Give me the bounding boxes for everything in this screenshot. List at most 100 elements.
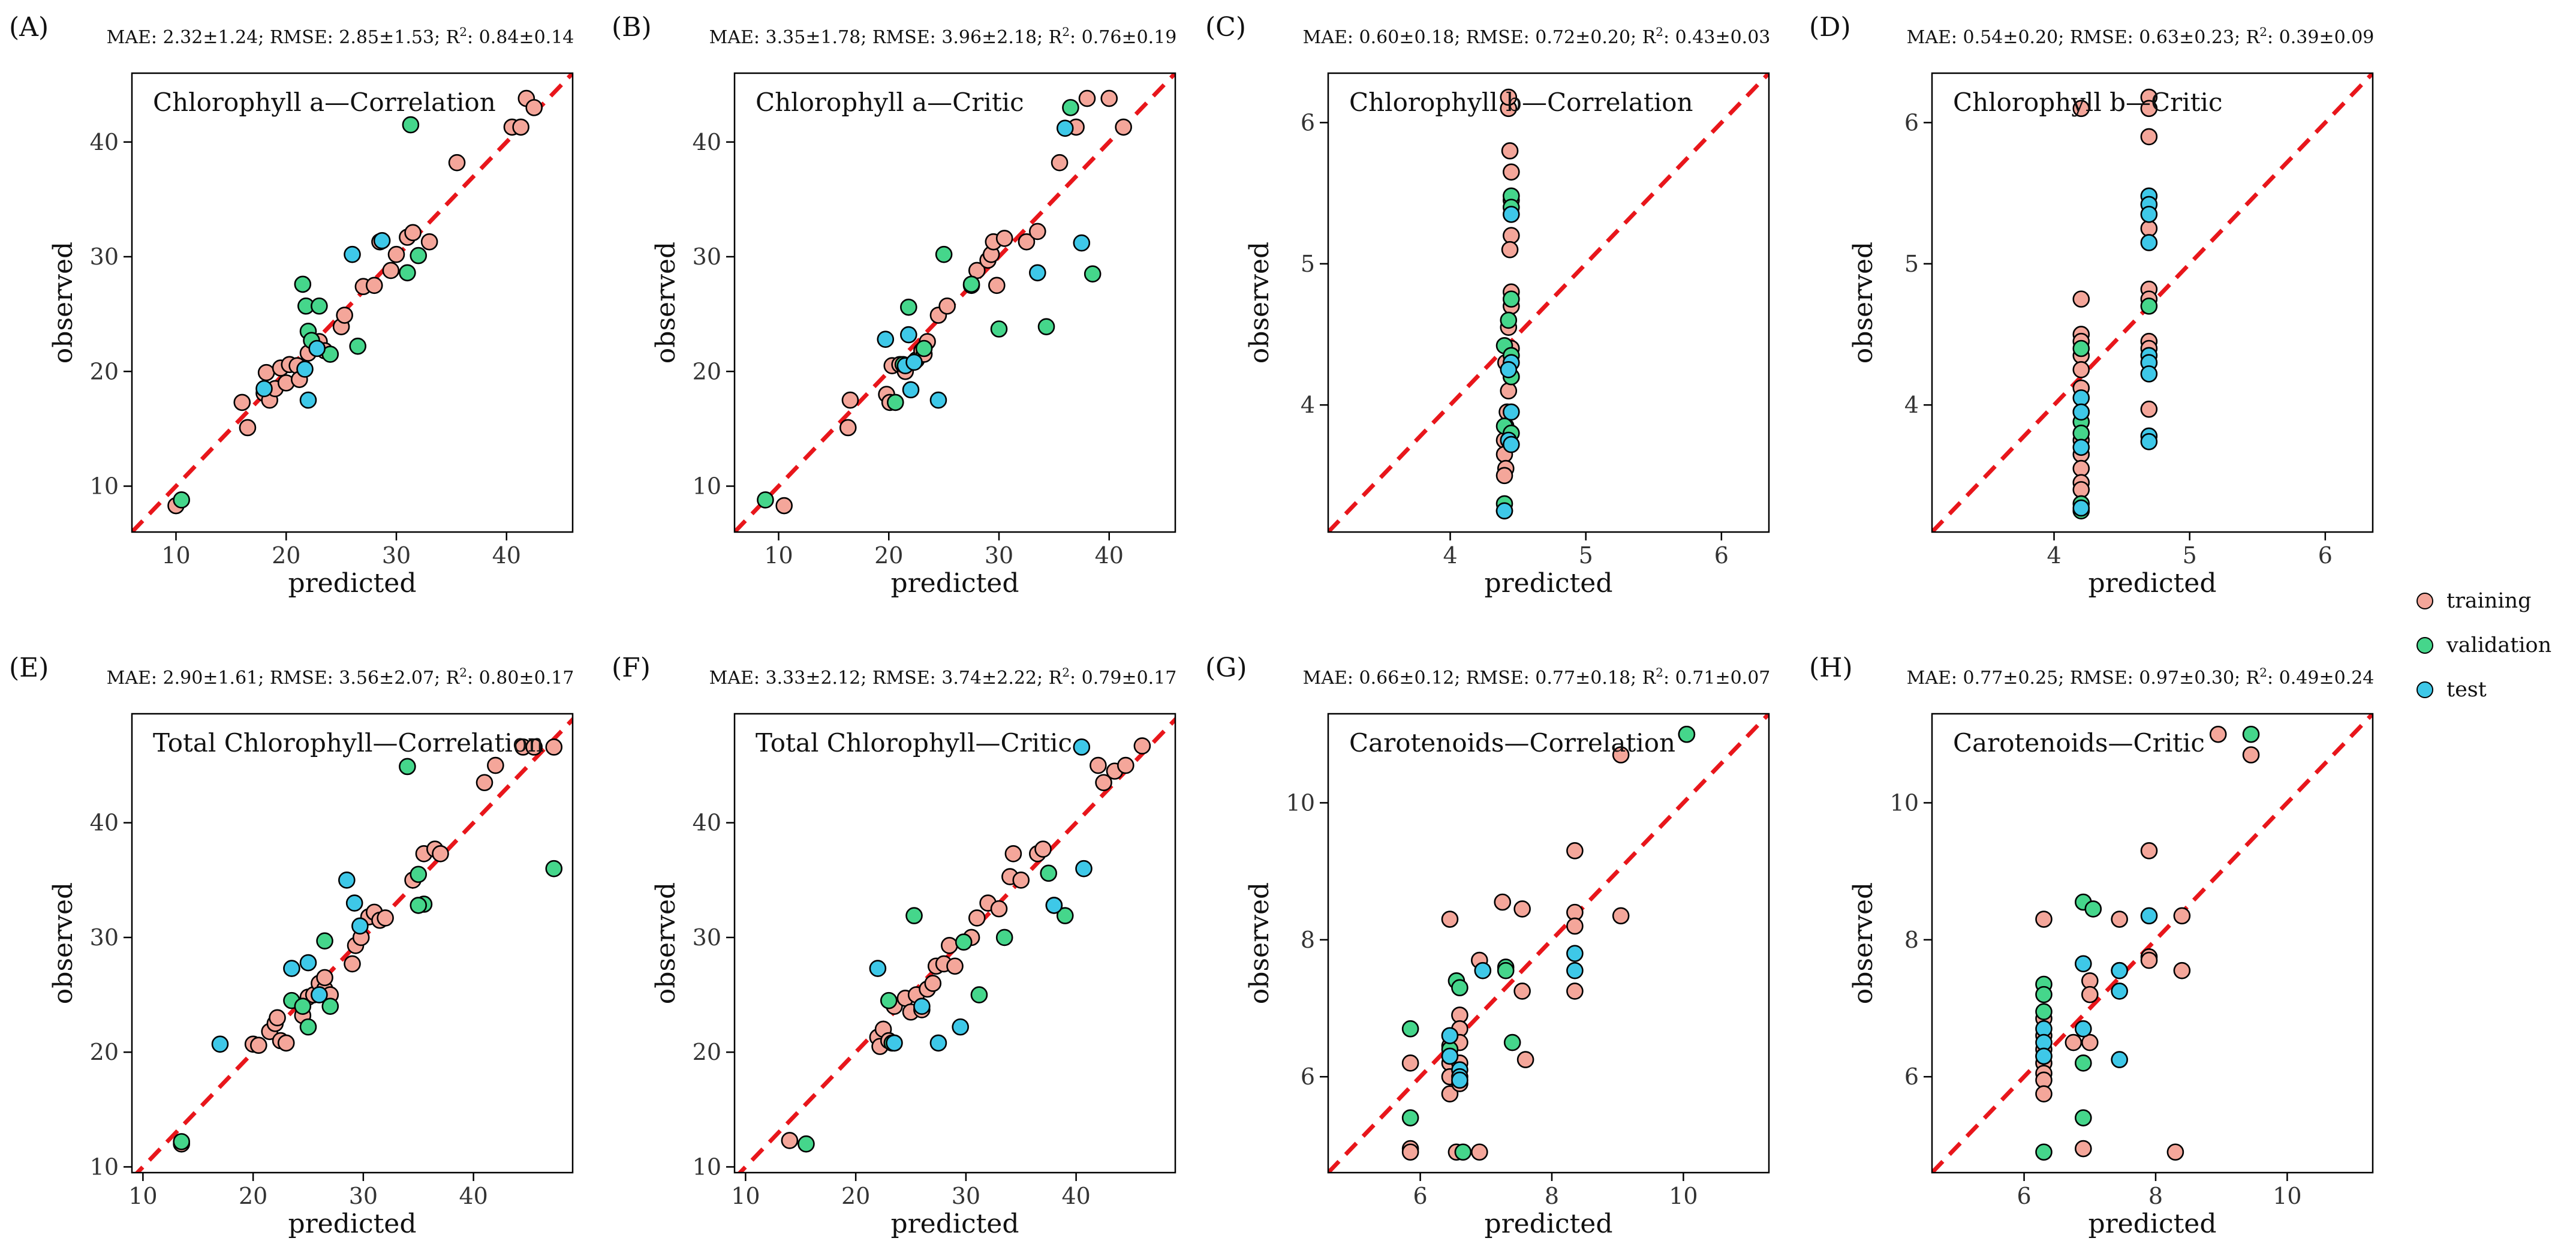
data-point-validation (316, 932, 333, 949)
y-tick-label: 30 (693, 924, 721, 951)
plot-frame (1931, 72, 2374, 533)
legend: training validation test (2416, 579, 2572, 712)
data-point-training (2035, 1085, 2053, 1102)
metrics-text: MAE: 0.66±0.12; RMSE: 0.77±0.18; R2: 0.7… (1303, 665, 1771, 689)
data-point-test (913, 997, 931, 1015)
legend-label-training: training (2446, 589, 2532, 613)
x-tick-label: 10 (128, 1183, 157, 1209)
data-point-validation (294, 275, 312, 293)
data-point-training (1115, 118, 1132, 136)
data-point-training (2072, 459, 2090, 477)
x-tick-label: 10 (2273, 1183, 2301, 1209)
data-point-test (929, 391, 947, 409)
data-point-test (1451, 1071, 1468, 1089)
data-point-validation (935, 245, 953, 263)
y-axis-label: observed (1244, 882, 1275, 1004)
data-point-validation (321, 997, 339, 1015)
x-axis-label: predicted (890, 568, 1019, 599)
data-point-training (432, 845, 449, 863)
data-point-training (2035, 911, 2053, 928)
metrics-text: MAE: 2.90±1.61; RMSE: 3.56±2.07; R2: 0.8… (107, 665, 574, 689)
panel-label: (C) (1205, 12, 1246, 43)
data-point-validation (410, 247, 428, 265)
data-point-validation (2035, 1003, 2053, 1020)
panel-c: (C) MAE: 0.60±0.18; RMSE: 0.72±0.20; R2: … (1205, 12, 1770, 599)
y-tick-label: 40 (90, 129, 119, 155)
data-point-training (1117, 756, 1134, 774)
data-point-training (2075, 1140, 2092, 1158)
y-axis-label: observed (1244, 242, 1275, 363)
data-point-training (995, 230, 1013, 247)
data-point-test (2111, 982, 2128, 1000)
data-point-training (941, 937, 958, 954)
x-tick-label: 6 (2017, 1183, 2031, 1209)
data-point-test (2075, 1020, 2092, 1038)
x-axis-label: predicted (1484, 1209, 1612, 1239)
data-point-test (1566, 961, 1584, 979)
data-point-training (1513, 982, 1531, 1000)
data-point-training (1500, 88, 1518, 106)
data-point-training (277, 1034, 295, 1052)
x-tick-label: 20 (841, 1183, 870, 1209)
y-tick-label: 5 (1904, 251, 1919, 277)
metrics-text: MAE: 0.77±0.25; RMSE: 0.97±0.30; R2: 0.4… (1907, 665, 2375, 689)
legend-dot-training (2416, 593, 2433, 609)
legend-label-test: test (2446, 678, 2487, 702)
panel-label: (B) (612, 12, 652, 43)
panel-a: (A) MAE: 2.32±1.24; RMSE: 2.85±1.53; R2: … (9, 12, 574, 599)
y-axis-label: observed (1848, 882, 1879, 1004)
legend-dot-test (2416, 681, 2433, 698)
y-tick-label: 6 (1301, 109, 1315, 136)
data-point-training (382, 262, 400, 280)
data-point-test (2111, 1051, 2128, 1068)
data-point-training (1503, 163, 1520, 181)
data-point-training (404, 224, 422, 242)
data-point-training (2140, 842, 2158, 860)
y-tick-label: 10 (1890, 789, 1919, 816)
data-point-validation (970, 986, 988, 1003)
data-point-training (2140, 100, 2158, 118)
data-point-test (1075, 860, 1093, 878)
data-point-validation (955, 933, 973, 951)
data-point-training (2072, 361, 2090, 378)
legend-label-validation: validation (2446, 633, 2552, 657)
data-point-training (1513, 900, 1531, 918)
data-point-training (2173, 961, 2191, 979)
data-point-validation (2072, 339, 2090, 357)
data-point-training (1503, 227, 1520, 244)
data-point-test (929, 1034, 947, 1052)
data-point-training (1494, 893, 1512, 911)
data-point-training (2173, 907, 2191, 925)
y-tick-label: 30 (90, 924, 119, 951)
y-tick-label: 10 (1286, 789, 1315, 816)
x-tick-label: 30 (349, 1183, 378, 1209)
x-axis-label: predicted (288, 568, 416, 599)
data-point-training (1566, 982, 1584, 1000)
legend-dot-validation (2416, 637, 2433, 654)
data-point-validation (757, 491, 774, 509)
data-point-training (1516, 1051, 1534, 1068)
points-group (167, 89, 543, 515)
data-point-test (351, 917, 369, 935)
data-point-test (283, 960, 300, 977)
data-point-test (1441, 1027, 1459, 1044)
panel-e: (E) MAE: 2.90±1.61; RMSE: 3.56±2.07; R2: … (9, 653, 574, 1239)
panel-title: Carotenoids—Correlation (1349, 728, 1675, 758)
y-tick-label: 10 (693, 1153, 721, 1180)
panel-label: (G) (1205, 653, 1247, 683)
plot-frame (1327, 713, 1770, 1174)
data-point-test (1503, 206, 1520, 223)
data-point-training (2065, 1033, 2083, 1051)
y-axis-label: observed (48, 242, 79, 363)
data-point-training (1495, 467, 1513, 485)
data-point-validation (900, 298, 917, 316)
data-point-training (2111, 911, 2128, 928)
data-point-test (902, 381, 920, 399)
data-point-training (250, 1036, 267, 1054)
x-tick-label: 10 (161, 542, 190, 569)
data-point-training (420, 233, 438, 251)
y-tick-label: 4 (1301, 392, 1315, 418)
panel-title: Total Chlorophyll—Correlation (153, 728, 544, 758)
y-tick-label: 10 (90, 473, 119, 500)
